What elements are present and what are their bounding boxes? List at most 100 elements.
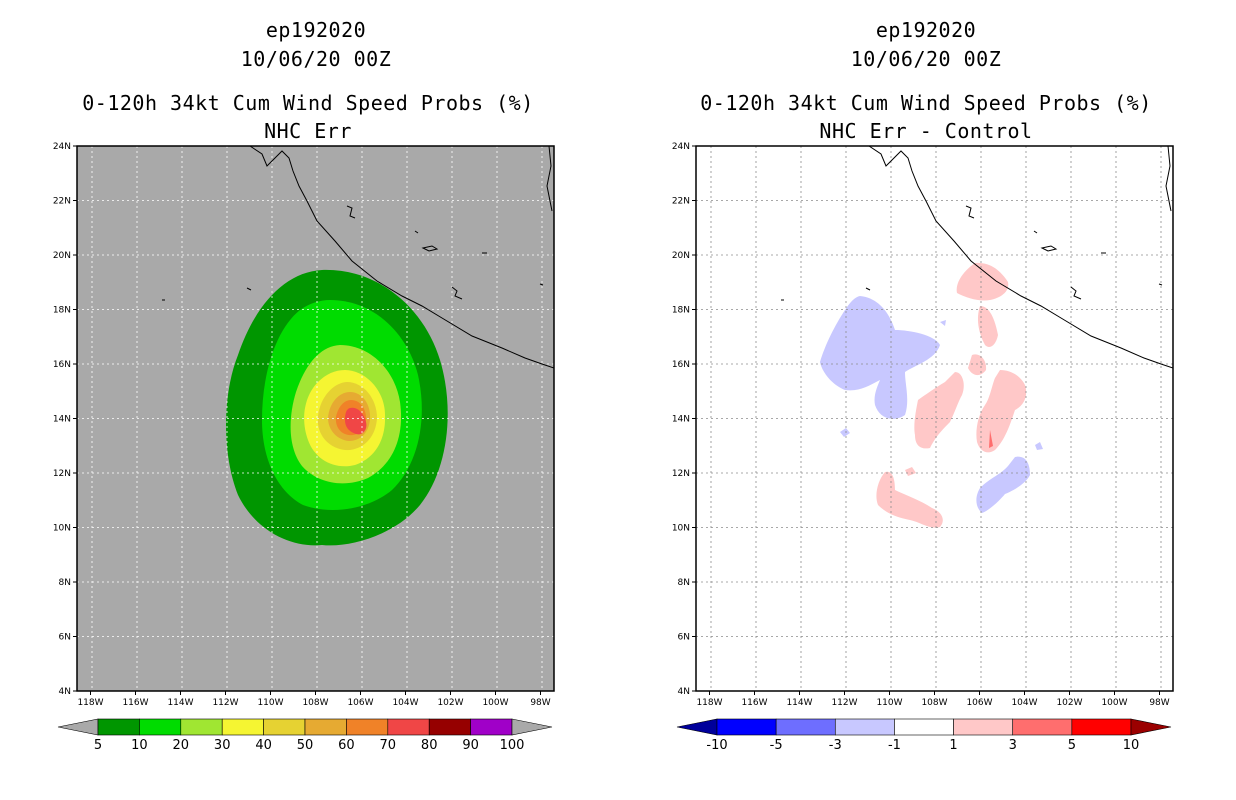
- left-colorbar-segment: [263, 718, 306, 736]
- pos-dot-1: [905, 467, 916, 476]
- left-lat-label: 6N: [59, 633, 71, 643]
- left-lat-label: 10N: [53, 524, 71, 534]
- right-storm-id: ep192020: [875, 18, 977, 42]
- right-colorbar-label: 5: [1068, 738, 1076, 753]
- right-colorbar-high-end: [1130, 718, 1172, 736]
- right-colorbar-label: -5: [770, 738, 783, 753]
- left-colorbar-label: 5: [94, 738, 102, 753]
- right-colorbar-label: 10: [1123, 738, 1140, 753]
- neg-region-se: [976, 456, 1030, 513]
- left-colorbar-segment: [346, 718, 389, 736]
- right-lon-label: 106W: [966, 698, 992, 708]
- right-colorbar-segment: [716, 718, 777, 736]
- left-lon-label: 102W: [437, 698, 463, 708]
- right-lon-label: 108W: [921, 698, 947, 708]
- contour-70pct: [345, 407, 367, 435]
- pos-region-east: [976, 370, 1027, 453]
- right-gridlines: [696, 146, 1173, 691]
- right-colorbar-label: 1: [949, 738, 957, 753]
- left-lon-label: 108W: [302, 698, 328, 708]
- right-lat-label: 18N: [672, 306, 690, 316]
- left-colorbar-segment: [180, 718, 223, 736]
- left-probability-contours: [226, 269, 448, 546]
- right-lat-label: 12N: [672, 469, 690, 479]
- right-lat-label: 16N: [672, 360, 690, 370]
- left-lat-label: 14N: [53, 415, 71, 425]
- left-storm-id: ep192020: [265, 18, 367, 42]
- right-lat-label: 14N: [672, 415, 690, 425]
- right-datetime: 10/06/20 00Z: [850, 47, 1002, 71]
- right-lon-label: 112W: [831, 698, 857, 708]
- left-lat-label: 24N: [53, 142, 71, 152]
- left-colorbar-label: 100: [500, 738, 525, 753]
- right-lon-label: 118W: [696, 698, 722, 708]
- left-colorbar-label: 10: [131, 738, 148, 753]
- right-difference-contours: [820, 262, 1043, 528]
- left-lon-label: 106W: [347, 698, 373, 708]
- left-colorbar-segment: [470, 718, 513, 736]
- left-map-subtitle: NHC Err: [264, 119, 352, 143]
- left-colorbar-segment: [387, 718, 430, 736]
- left-lon-label: 98W: [530, 698, 550, 708]
- right-colorbar-low-end: [676, 718, 718, 736]
- right-colorbar-segment: [894, 718, 954, 736]
- right-lat-label: 22N: [672, 197, 690, 207]
- pos-region-mid2: [914, 372, 964, 449]
- left-datetime: 10/06/20 00Z: [240, 47, 392, 71]
- left-colorbar-segment: [139, 718, 182, 736]
- left-lat-label: 22N: [53, 197, 71, 207]
- right-map-subtitle: NHC Err - Control: [819, 119, 1033, 143]
- right-colorbar-label: -3: [829, 738, 842, 753]
- left-lat-label: 20N: [53, 251, 71, 261]
- right-colorbar-segment: [775, 718, 836, 736]
- pos-region-mid1: [968, 354, 987, 376]
- left-lon-label: 112W: [212, 698, 238, 708]
- left-lon-label: 100W: [482, 698, 508, 708]
- right-lat-label: 8N: [678, 578, 690, 588]
- left-axis-ticks: 118W 116W 114W 112W 110W 108W 106W 104W 102W 100W…: [53, 142, 551, 708]
- left-colorbar-low-end: [57, 718, 99, 736]
- left-colorbar-segment: [97, 718, 140, 736]
- pos-region-peak: [989, 430, 993, 448]
- right-lon-label: 116W: [741, 698, 767, 708]
- right-lon-label: 100W: [1101, 698, 1127, 708]
- left-lon-label: 114W: [167, 698, 193, 708]
- left-lat-label: 16N: [53, 360, 71, 370]
- pos-region-south: [876, 471, 943, 528]
- neg-dot-1: [840, 428, 850, 437]
- right-colorbar-label: 3: [1009, 738, 1017, 753]
- left-lat-label: 12N: [53, 469, 71, 479]
- right-map-panel: 118W 116W 114W 112W 110W 108W 106W 104W 102W 100W…: [672, 142, 1174, 708]
- right-lon-label: 110W: [876, 698, 902, 708]
- left-colorbar-label: 70: [380, 738, 397, 753]
- left-colorbar-label: 40: [255, 738, 272, 753]
- neg-region-west: [820, 296, 940, 419]
- left-map-title: 0-120h 34kt Cum Wind Speed Probs (%): [82, 91, 534, 115]
- right-colorbar-segment: [834, 718, 895, 736]
- left-colorbar-segment: [428, 718, 471, 736]
- right-axis-ticks: 118W 116W 114W 112W 110W 108W 106W 104W 102W 100W…: [672, 142, 1170, 708]
- left-gridlines: [77, 146, 554, 691]
- left-lon-label: 104W: [392, 698, 418, 708]
- left-lat-label: 4N: [59, 687, 71, 697]
- left-lat-label: 18N: [53, 306, 71, 316]
- right-lat-label: 24N: [672, 142, 690, 152]
- left-colorbar-segment: [304, 718, 347, 736]
- left-colorbar-label: 30: [214, 738, 231, 753]
- right-colorbar-label: -10: [706, 738, 727, 753]
- right-colorbar-segment: [1012, 718, 1073, 736]
- right-lat-label: 6N: [678, 633, 690, 643]
- right-lon-label: 114W: [786, 698, 812, 708]
- left-lat-label: 8N: [59, 578, 71, 588]
- left-lon-label: 116W: [122, 698, 148, 708]
- right-map-title: 0-120h 34kt Cum Wind Speed Probs (%): [700, 91, 1152, 115]
- neg-dot-2: [940, 320, 946, 326]
- left-colorbar-label: 60: [338, 738, 355, 753]
- right-colorbar-label: -1: [888, 738, 901, 753]
- pos-region-center: [977, 306, 998, 347]
- left-colorbar-label: 90: [462, 738, 479, 753]
- right-lon-label: 102W: [1056, 698, 1082, 708]
- right-lon-label: 104W: [1011, 698, 1037, 708]
- right-lat-label: 10N: [672, 524, 690, 534]
